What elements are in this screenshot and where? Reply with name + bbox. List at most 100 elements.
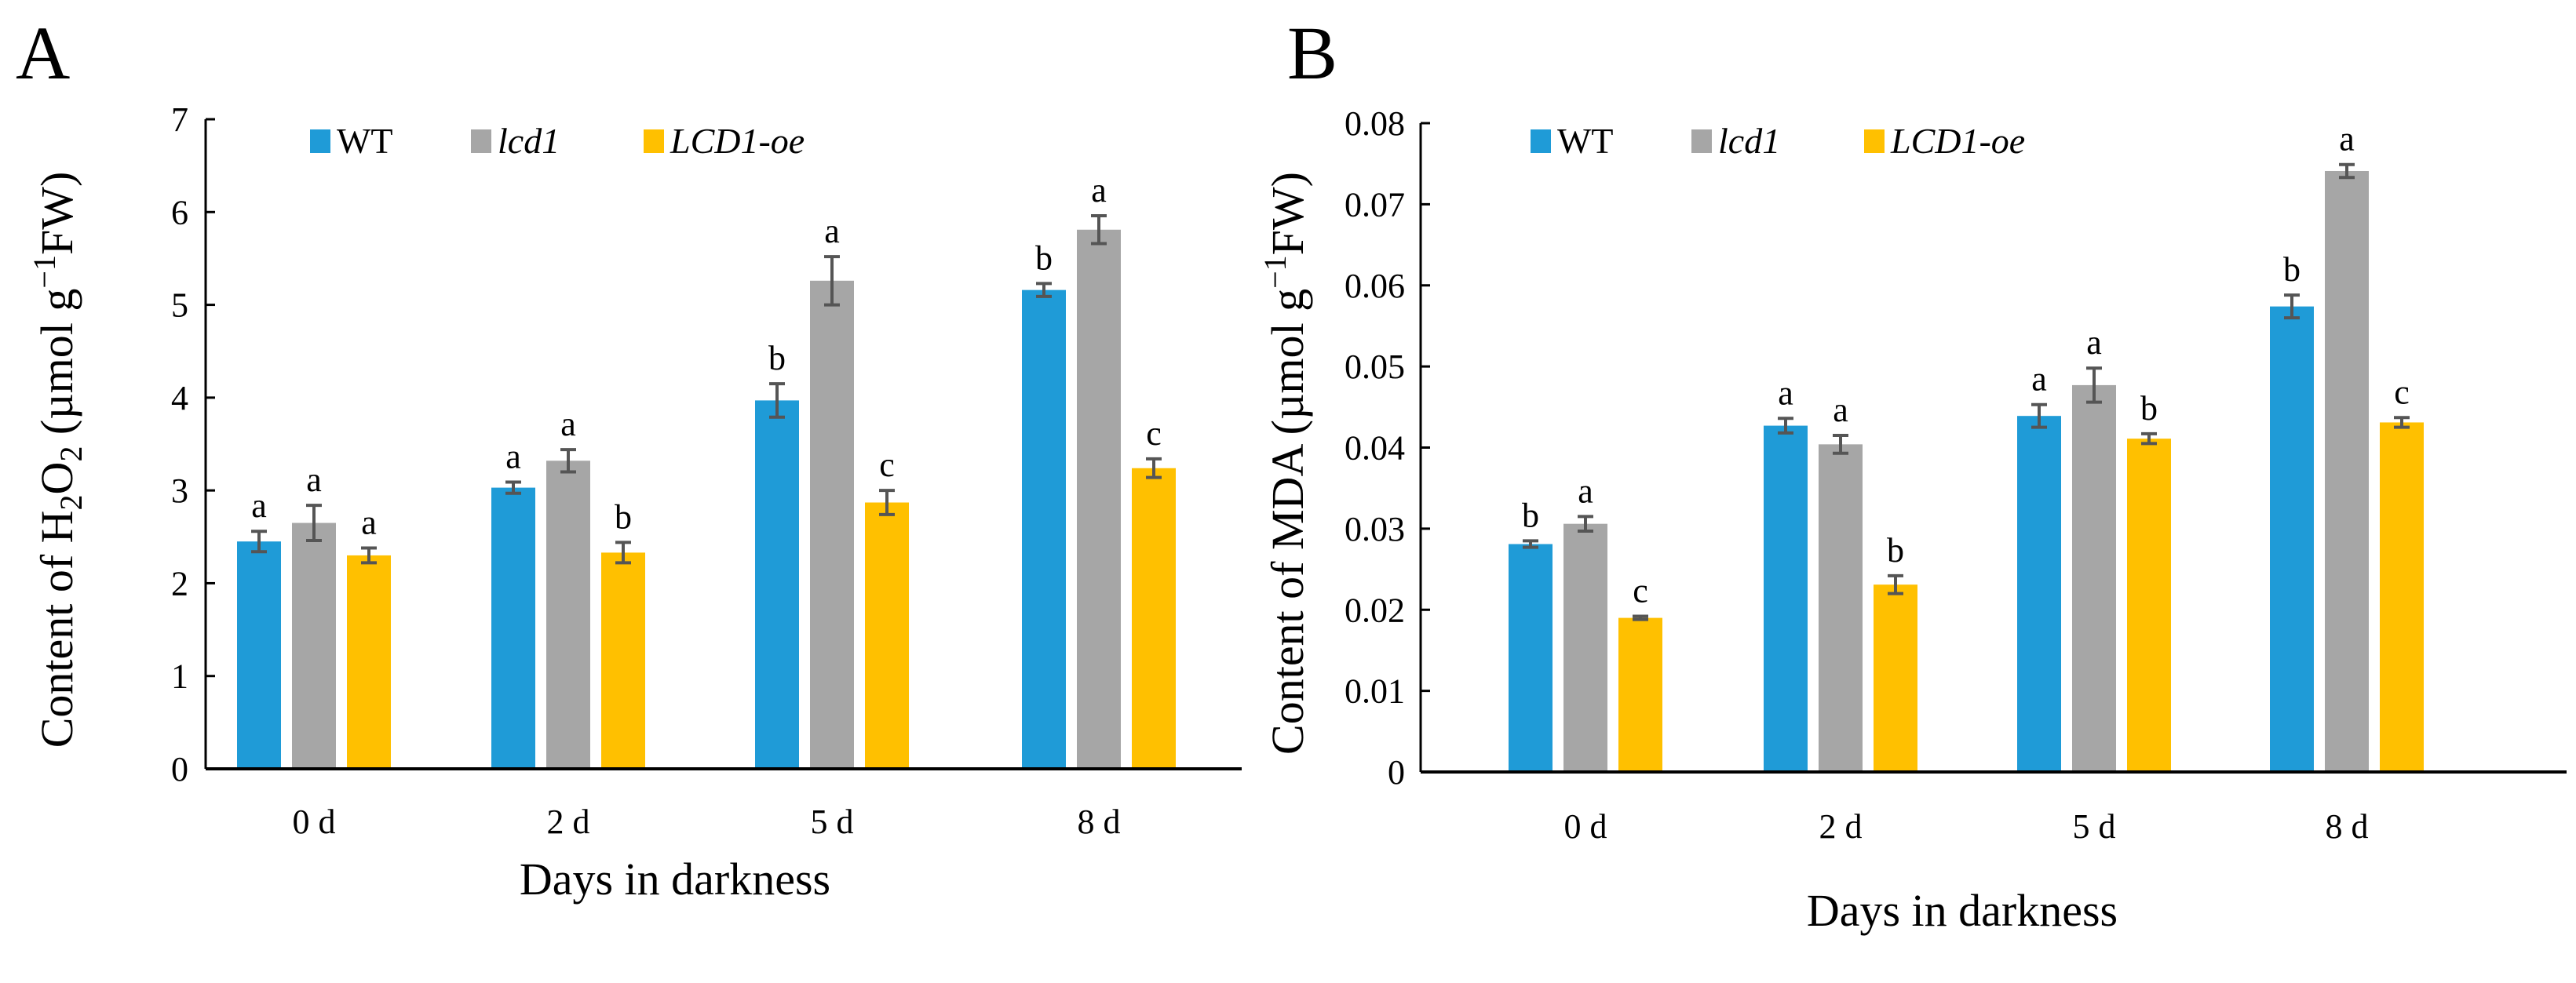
y-tick-label: 1 — [171, 657, 188, 696]
error-bar — [1523, 539, 1538, 549]
error-bar — [1036, 282, 1052, 298]
error-bar — [2141, 431, 2157, 446]
error-bar — [2086, 366, 2102, 404]
significance-letter: a — [824, 212, 840, 250]
legend-label: LCD1-oe — [670, 121, 805, 161]
bar-lcd1-0d — [1563, 523, 1607, 772]
legend-label: lcd1 — [1718, 121, 1780, 161]
significance-letter: a — [361, 503, 377, 541]
y-tick-label: 0.08 — [1345, 104, 1405, 143]
legend-label: lcd1 — [498, 121, 560, 161]
legend-item-lcd1-oe: LCD1-oe — [1864, 121, 2025, 161]
significance-letter: a — [560, 405, 576, 443]
y-tick-label: 0 — [1388, 753, 1405, 792]
error-bar — [2284, 293, 2300, 320]
panel-label: B — [1287, 11, 1337, 95]
y-axis-title: Content of H2O2 (µmol g−1FW) — [27, 172, 89, 748]
y-tick-label: 0.03 — [1345, 510, 1405, 548]
bar-lcd1-5d — [2072, 384, 2116, 772]
bar-lcd1-oe-8d — [1132, 468, 1176, 769]
y-tick-label: 6 — [171, 193, 188, 231]
error-bar — [560, 448, 576, 474]
x-tick-label: 8 d — [1078, 803, 1121, 841]
bar-wt-5d — [2017, 416, 2061, 772]
bar-lcd1-2d — [1819, 444, 1863, 772]
significance-letter: a — [1833, 391, 1848, 429]
error-bar — [824, 255, 840, 307]
y-tick-label: 0.04 — [1345, 429, 1405, 468]
significance-letter: a — [1778, 373, 1793, 412]
bar-lcd1-8d — [2325, 170, 2369, 772]
y-tick-label: 0.07 — [1345, 185, 1405, 224]
bar-wt-5d — [755, 400, 799, 769]
significance-letter: c — [879, 446, 895, 484]
legend-swatch — [644, 129, 664, 153]
error-bar — [1146, 457, 1162, 479]
bar-wt-0d — [237, 541, 281, 769]
error-bar — [2339, 162, 2355, 180]
significance-letter: a — [306, 461, 322, 499]
bar-lcd1-oe-5d — [2127, 439, 2171, 772]
x-axis-title: Days in darkness — [520, 854, 830, 905]
bar-lcd1-0d — [292, 522, 336, 769]
bar-lcd1-8d — [1077, 229, 1121, 769]
error-bar — [1833, 433, 1848, 455]
x-tick-label: 5 d — [811, 803, 854, 841]
panel-label: A — [16, 11, 70, 95]
bar-wt-2d — [1764, 425, 1808, 772]
x-tick-label: 2 d — [547, 803, 590, 841]
significance-letter: b — [1887, 531, 1904, 570]
bar-wt-8d — [2270, 306, 2314, 772]
error-bar — [2394, 416, 2410, 429]
error-bar — [615, 541, 631, 565]
error-bar — [1578, 515, 1593, 533]
y-tick-label: 4 — [171, 379, 188, 417]
significance-letter: a — [505, 437, 521, 475]
y-tick-label: 0.01 — [1345, 672, 1405, 711]
significance-letter: b — [615, 497, 632, 536]
error-bar — [769, 382, 785, 419]
significance-letter: a — [251, 486, 267, 525]
bar-lcd1-5d — [810, 280, 854, 769]
x-axis-title: Days in darkness — [1807, 885, 2118, 936]
x-tick-label: 5 d — [2073, 807, 2116, 846]
bar-lcd1-oe-8d — [2380, 422, 2424, 772]
y-tick-label: 3 — [171, 471, 188, 510]
y-tick-label: 0.02 — [1345, 591, 1405, 629]
legend-swatch — [1691, 129, 1712, 153]
y-tick-label: 7 — [171, 100, 188, 139]
legend-swatch — [1531, 129, 1551, 153]
legend-item-lcd1: lcd1 — [471, 121, 560, 161]
error-bar — [1888, 573, 1903, 595]
significance-letter: a — [2086, 323, 2102, 362]
x-tick-label: 2 d — [1819, 807, 1863, 846]
error-bar — [1091, 214, 1107, 246]
significance-letter: c — [1633, 572, 1648, 610]
legend-label: WT — [1557, 121, 1614, 161]
y-tick-label: 2 — [171, 564, 188, 603]
legend-item-lcd1: lcd1 — [1691, 121, 1780, 161]
legend-label: WT — [337, 121, 393, 161]
significance-letter: b — [1035, 238, 1053, 277]
legend-item-wt: WT — [1531, 121, 1614, 161]
significance-letter: c — [2394, 373, 2410, 411]
bar-wt-8d — [1022, 289, 1066, 769]
bar-lcd1-oe-2d — [1874, 584, 1917, 772]
y-tick-label: 5 — [171, 286, 188, 325]
legend-swatch — [310, 129, 330, 153]
significance-letter: b — [2283, 250, 2301, 289]
significance-letter: a — [2031, 360, 2047, 399]
error-bar — [505, 480, 521, 495]
legend-swatch — [1864, 129, 1885, 153]
legend-item-lcd1-oe: LCD1-oe — [644, 121, 805, 161]
bar-wt-0d — [1509, 544, 1553, 772]
error-bar — [1778, 417, 1793, 435]
bar-lcd1-oe-5d — [865, 502, 909, 769]
x-tick-label: 8 d — [2326, 807, 2369, 846]
error-bar — [361, 546, 377, 565]
y-tick-label: 0.05 — [1345, 348, 1405, 386]
significance-letter: b — [1522, 496, 1539, 534]
legend-item-wt: WT — [310, 121, 393, 161]
